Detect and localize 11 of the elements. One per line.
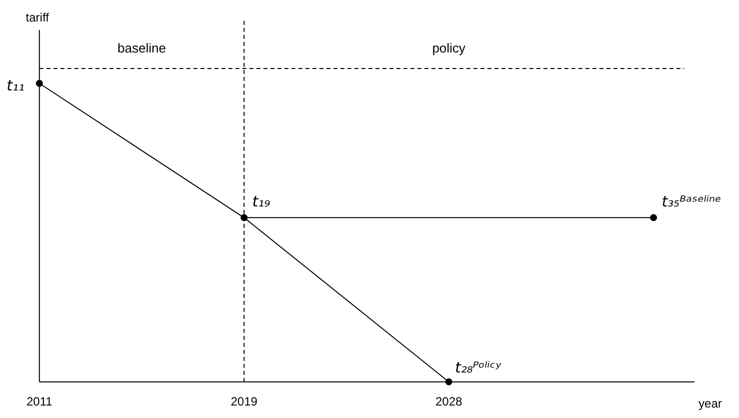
annotation: t₂₈ᴾᵒˡⁱᶜʸ (454, 358, 502, 376)
x-axis-title: year (698, 396, 722, 410)
annotation: t₃₅ᴮᵃˢᵉˡⁱⁿᵉ (662, 192, 722, 210)
text: baseline (118, 40, 166, 56)
annotation: t₁₁ (6, 76, 25, 94)
annotation: t₁₉ (252, 192, 270, 210)
x-tick-label: 2019 (230, 394, 258, 408)
x-tick-label: 2011 (26, 394, 53, 408)
y-axis-title: tariff (26, 10, 50, 24)
x-tick-label: 2028 (435, 394, 462, 408)
text: policy (432, 40, 466, 56)
